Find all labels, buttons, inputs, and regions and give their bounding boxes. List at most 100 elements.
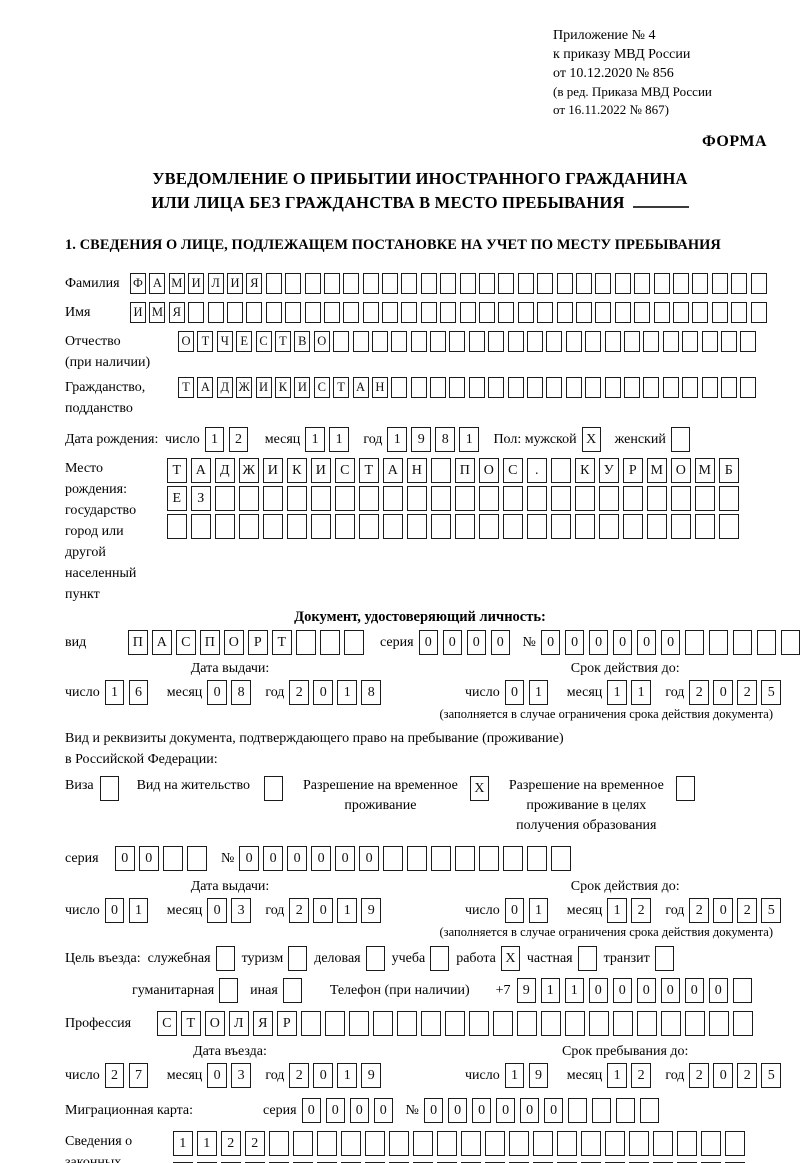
identity-valid-year-cell-2[interactable]: 0: [713, 680, 733, 705]
citizenship-cell-29[interactable]: [720, 377, 737, 398]
citizenship-cell-25[interactable]: [643, 377, 660, 398]
entry-day-cell-1[interactable]: 2: [104, 1063, 125, 1088]
identity-issue-year-cell-2[interactable]: 0: [313, 680, 333, 705]
name-cell-23[interactable]: [556, 302, 573, 323]
name-cell-29[interactable]: [672, 302, 689, 323]
name-cell-3[interactable]: Я: [168, 302, 185, 323]
doc-kind-cell-9[interactable]: [320, 630, 340, 655]
patronymic-cell-25[interactable]: [643, 331, 660, 352]
birth-year-cell-1[interactable]: 1: [387, 427, 407, 452]
birth-place-row1-cell-18[interactable]: К: [575, 458, 595, 483]
residence-issue-day-cell-1[interactable]: 0: [104, 898, 125, 923]
birth-place-row1-cell-4[interactable]: Ж: [239, 458, 259, 483]
doc-kind-cell-2[interactable]: А: [152, 630, 172, 655]
stay-until-day-cell-1[interactable]: 1: [504, 1063, 525, 1088]
residence-number-cell-4[interactable]: 0: [311, 846, 331, 871]
birth-place-row3-cell-4[interactable]: [239, 514, 259, 539]
surname-cell-1[interactable]: Ф: [130, 273, 146, 294]
surname-cell-16[interactable]: [420, 273, 437, 294]
citizenship-cell-1[interactable]: Т: [178, 377, 194, 398]
residence-valid-year-cell-3[interactable]: 2: [737, 898, 757, 923]
residence-issue-year-cell-2[interactable]: 0: [313, 898, 333, 923]
birth-place-row2-cell-13[interactable]: [455, 486, 475, 511]
birth-place-row1-cell-14[interactable]: О: [479, 458, 499, 483]
doc-kind-cell-3[interactable]: С: [176, 630, 196, 655]
phone-cell-1[interactable]: 9: [516, 978, 537, 1003]
name-cell-13[interactable]: [362, 302, 379, 323]
doc-number-cell-11[interactable]: [780, 630, 800, 655]
migration-number-cell-6[interactable]: 0: [543, 1098, 564, 1123]
citizenship-cell-16[interactable]: [468, 377, 485, 398]
birth-place-row2-cell-14[interactable]: [479, 486, 499, 511]
identity-issue-month-cell-1[interactable]: 0: [207, 680, 227, 705]
purpose-other-cell-1[interactable]: [282, 978, 302, 1003]
birth-place-row2-cell-19[interactable]: [599, 486, 619, 511]
identity-valid-year-cell-1[interactable]: 2: [689, 680, 709, 705]
patronymic-cell-22[interactable]: [585, 331, 602, 352]
citizenship-cell-30[interactable]: [740, 377, 757, 398]
birth-year-cell-4[interactable]: 1: [459, 427, 479, 452]
patronymic-cell-12[interactable]: [391, 331, 408, 352]
profession-cell-25[interactable]: [733, 1011, 753, 1036]
identity-issue-year-cell-4[interactable]: 8: [361, 680, 381, 705]
representatives-row1-cell-17[interactable]: [557, 1131, 577, 1156]
migration-number-cell-9[interactable]: [615, 1098, 636, 1123]
profession-cell-18[interactable]: [565, 1011, 585, 1036]
birth-place-row2-cell-18[interactable]: [575, 486, 595, 511]
purpose-private-cell-1[interactable]: [577, 946, 597, 971]
profession-cell-16[interactable]: [517, 1011, 537, 1036]
name-cell-18[interactable]: [459, 302, 476, 323]
representatives-row1-cell-12[interactable]: [437, 1131, 457, 1156]
name-cell-22[interactable]: [537, 302, 554, 323]
residence-valid-year-cell-2[interactable]: 0: [713, 898, 733, 923]
citizenship-cell-18[interactable]: [507, 377, 524, 398]
birth-place-row3-cell-5[interactable]: [263, 514, 283, 539]
representatives-row1-cell-14[interactable]: [485, 1131, 505, 1156]
doc-series-cell-4[interactable]: 0: [490, 630, 511, 655]
residence-series-cell-2[interactable]: 0: [139, 846, 159, 871]
name-cell-27[interactable]: [634, 302, 651, 323]
residence-issue-day-cell-2[interactable]: 1: [128, 898, 149, 923]
profession-cell-11[interactable]: [397, 1011, 417, 1036]
residence-number-cell-7[interactable]: [383, 846, 403, 871]
patronymic-cell-1[interactable]: О: [178, 331, 194, 352]
name-cell-15[interactable]: [401, 302, 418, 323]
representatives-row1-cell-22[interactable]: [677, 1131, 697, 1156]
stay-until-year-cell-4[interactable]: 5: [761, 1063, 781, 1088]
profession-cell-13[interactable]: [445, 1011, 465, 1036]
birth-place-row1-cell-1[interactable]: Т: [167, 458, 187, 483]
identity-valid-month-cell-2[interactable]: 1: [631, 680, 651, 705]
birth-place-row2-cell-4[interactable]: [239, 486, 259, 511]
birth-place-row3-cell-18[interactable]: [575, 514, 595, 539]
name-cell-14[interactable]: [382, 302, 399, 323]
birth-month-cell-1[interactable]: 1: [305, 427, 325, 452]
birth-place-row1-cell-24[interactable]: Б: [719, 458, 739, 483]
migration-series-cell-3[interactable]: 0: [349, 1098, 370, 1123]
name-cell-25[interactable]: [595, 302, 612, 323]
representatives-row1-cell-10[interactable]: [389, 1131, 409, 1156]
profession-cell-2[interactable]: Т: [181, 1011, 201, 1036]
birth-place-row1-cell-7[interactable]: И: [311, 458, 331, 483]
migration-number-cell-10[interactable]: [639, 1098, 660, 1123]
surname-cell-19[interactable]: [479, 273, 496, 294]
birth-place-row3-cell-21[interactable]: [647, 514, 667, 539]
phone-cell-4[interactable]: 0: [588, 978, 609, 1003]
surname-cell-4[interactable]: И: [188, 273, 205, 294]
birth-place-row3-cell-13[interactable]: [455, 514, 475, 539]
doc-number-cell-8[interactable]: [708, 630, 729, 655]
patronymic-cell-13[interactable]: [410, 331, 427, 352]
migration-number-cell-7[interactable]: [567, 1098, 588, 1123]
representatives-row1-cell-3[interactable]: 2: [221, 1131, 241, 1156]
sex-male-cell-1[interactable]: X: [581, 427, 601, 452]
citizenship-cell-28[interactable]: [701, 377, 718, 398]
name-cell-26[interactable]: [614, 302, 631, 323]
profession-cell-22[interactable]: [661, 1011, 681, 1036]
profession-cell-9[interactable]: [349, 1011, 369, 1036]
birth-place-row2-cell-22[interactable]: [671, 486, 691, 511]
residence-series-cell-1[interactable]: 0: [115, 846, 135, 871]
sex-female-cell-1[interactable]: [670, 427, 690, 452]
profession-cell-6[interactable]: Р: [277, 1011, 297, 1036]
name-cell-33[interactable]: [750, 302, 767, 323]
surname-cell-9[interactable]: [285, 273, 302, 294]
migration-number-cell-8[interactable]: [591, 1098, 612, 1123]
